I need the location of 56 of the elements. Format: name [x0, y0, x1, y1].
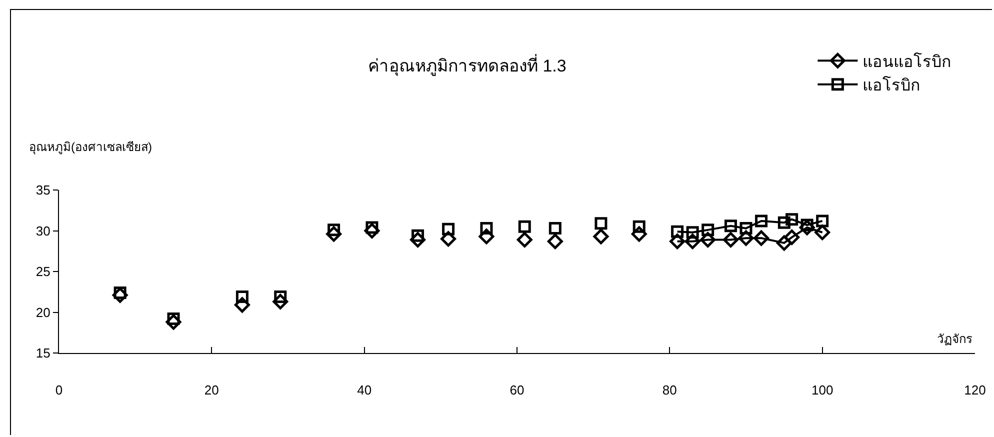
legend-label: แอโรบิก: [862, 76, 921, 95]
point: [776, 235, 792, 251]
point: [799, 220, 815, 236]
point: [738, 230, 754, 246]
point: [480, 222, 493, 235]
x-tick-label: 80: [662, 382, 677, 398]
point: [234, 297, 250, 313]
y-tick-label: 25: [36, 264, 50, 280]
point: [410, 232, 426, 248]
point: [440, 231, 456, 247]
point: [516, 232, 532, 248]
point: [754, 230, 770, 246]
point: [593, 228, 609, 244]
point: [724, 220, 737, 232]
point: [442, 222, 455, 236]
point: [518, 220, 531, 233]
x-axis-title: วัฏจักร: [937, 332, 973, 346]
point: [166, 314, 182, 330]
point: [594, 217, 608, 230]
point: [722, 232, 738, 248]
y-tick-label: 15: [36, 346, 50, 361]
y-axis-title: อุณหภูมิ(องศาเซลเซียส): [29, 140, 152, 155]
point: [816, 214, 829, 228]
x-tick-label: 0: [55, 382, 63, 398]
point: [112, 287, 128, 303]
point: [684, 234, 700, 250]
point: [670, 234, 686, 250]
point: [740, 222, 752, 235]
point: [478, 228, 494, 244]
point: [700, 232, 716, 248]
y-tick-label: 35: [36, 182, 50, 198]
point: [364, 223, 380, 238]
point: [778, 216, 790, 229]
point: [671, 225, 684, 238]
legend-label: แอนแอโรบิก: [862, 52, 952, 71]
point: [755, 214, 768, 228]
point: [632, 220, 646, 233]
point: [272, 294, 288, 310]
point: [784, 230, 800, 246]
chart-title: ค่าอุณหภูมิการทดลองที่ 1.3: [368, 54, 566, 76]
point: [236, 290, 248, 304]
x-tick-label: 40: [357, 382, 372, 398]
point: [702, 224, 714, 236]
point: [786, 213, 798, 226]
point: [326, 226, 342, 242]
x-tick-label: 60: [510, 382, 524, 398]
point: [814, 224, 830, 240]
x-tick-label: 100: [811, 382, 834, 398]
x-tick-label: 120: [964, 382, 986, 398]
point: [548, 222, 562, 235]
y-tick-label: 30: [36, 223, 50, 238]
point: [631, 226, 647, 242]
x-tick-label: 20: [204, 382, 219, 398]
point: [547, 234, 563, 250]
point: [686, 226, 699, 239]
y-tick-label: 20: [36, 304, 50, 320]
